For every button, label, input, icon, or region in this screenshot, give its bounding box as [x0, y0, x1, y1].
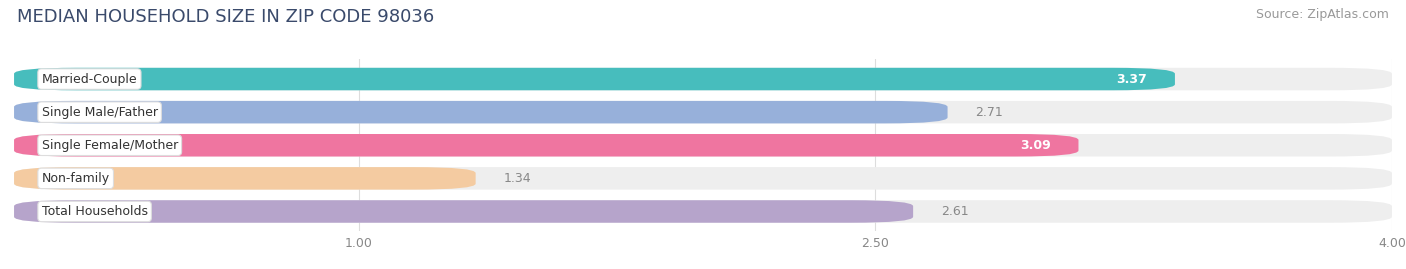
- FancyBboxPatch shape: [14, 68, 1175, 90]
- Text: Single Female/Mother: Single Female/Mother: [42, 139, 179, 152]
- Text: 2.61: 2.61: [941, 205, 969, 218]
- Text: Total Households: Total Households: [42, 205, 148, 218]
- FancyBboxPatch shape: [14, 200, 912, 223]
- Text: Non-family: Non-family: [42, 172, 110, 185]
- FancyBboxPatch shape: [14, 134, 1078, 157]
- Text: 1.34: 1.34: [503, 172, 531, 185]
- Text: 2.71: 2.71: [976, 106, 1002, 119]
- FancyBboxPatch shape: [14, 167, 1392, 190]
- FancyBboxPatch shape: [14, 68, 1392, 90]
- Text: MEDIAN HOUSEHOLD SIZE IN ZIP CODE 98036: MEDIAN HOUSEHOLD SIZE IN ZIP CODE 98036: [17, 8, 434, 26]
- Text: Married-Couple: Married-Couple: [42, 73, 138, 86]
- Text: 3.37: 3.37: [1116, 73, 1147, 86]
- FancyBboxPatch shape: [14, 200, 1392, 223]
- Text: Single Male/Father: Single Male/Father: [42, 106, 157, 119]
- Text: 3.09: 3.09: [1021, 139, 1050, 152]
- FancyBboxPatch shape: [14, 101, 948, 123]
- FancyBboxPatch shape: [14, 101, 1392, 123]
- FancyBboxPatch shape: [14, 134, 1392, 157]
- Text: Source: ZipAtlas.com: Source: ZipAtlas.com: [1256, 8, 1389, 21]
- FancyBboxPatch shape: [14, 167, 475, 190]
